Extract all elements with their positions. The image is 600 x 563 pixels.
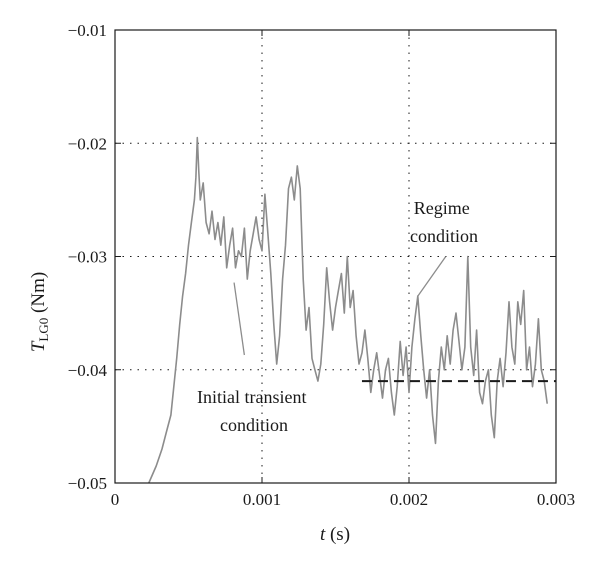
transient-annotation-line-2: condition bbox=[220, 415, 288, 435]
regime-annotation: Regime condition bbox=[410, 198, 478, 246]
series bbox=[148, 136, 548, 484]
x-tick-label: 0.001 bbox=[243, 490, 281, 509]
transient-annotation-line-1: Initial transient bbox=[197, 387, 306, 407]
regime-annotation-line-1: Regime bbox=[414, 198, 470, 218]
x-axis-unit: (s) bbox=[325, 524, 350, 545]
y-tick-label: −0.01 bbox=[68, 21, 107, 40]
regime-pointer bbox=[417, 256, 447, 297]
axis-ticks: −0.05 −0.04 −0.03 −0.02 −0.01 0 0.001 0.002 0.00… bbox=[68, 21, 575, 509]
y-tick-label: −0.03 bbox=[68, 248, 107, 267]
y-axis-variable: T bbox=[28, 340, 49, 352]
y-axis-label: TLG0 (Nm) bbox=[28, 272, 51, 352]
y-tick-label: −0.04 bbox=[68, 361, 108, 380]
x-tick-label: 0.003 bbox=[537, 490, 575, 509]
series-line bbox=[148, 136, 548, 484]
y-axis-subscript: LG0 bbox=[36, 318, 51, 342]
y-axis-unit: (Nm) bbox=[28, 272, 49, 318]
x-axis-variable: t bbox=[320, 524, 326, 545]
plot-frame bbox=[114, 29, 557, 484]
y-tick-label: −0.05 bbox=[68, 474, 107, 493]
annotations: Initial transient condition Regime condi… bbox=[197, 198, 478, 435]
y-tick-label: −0.02 bbox=[68, 134, 107, 153]
x-tick-label: 0 bbox=[111, 490, 120, 509]
grid bbox=[115, 30, 556, 483]
x-axis-label: t (s) bbox=[320, 524, 350, 545]
transient-pointer bbox=[233, 282, 246, 356]
x-tick-label: 0.002 bbox=[390, 490, 428, 509]
transient-annotation: Initial transient condition bbox=[197, 387, 311, 435]
regime-annotation-line-2: condition bbox=[410, 226, 478, 246]
